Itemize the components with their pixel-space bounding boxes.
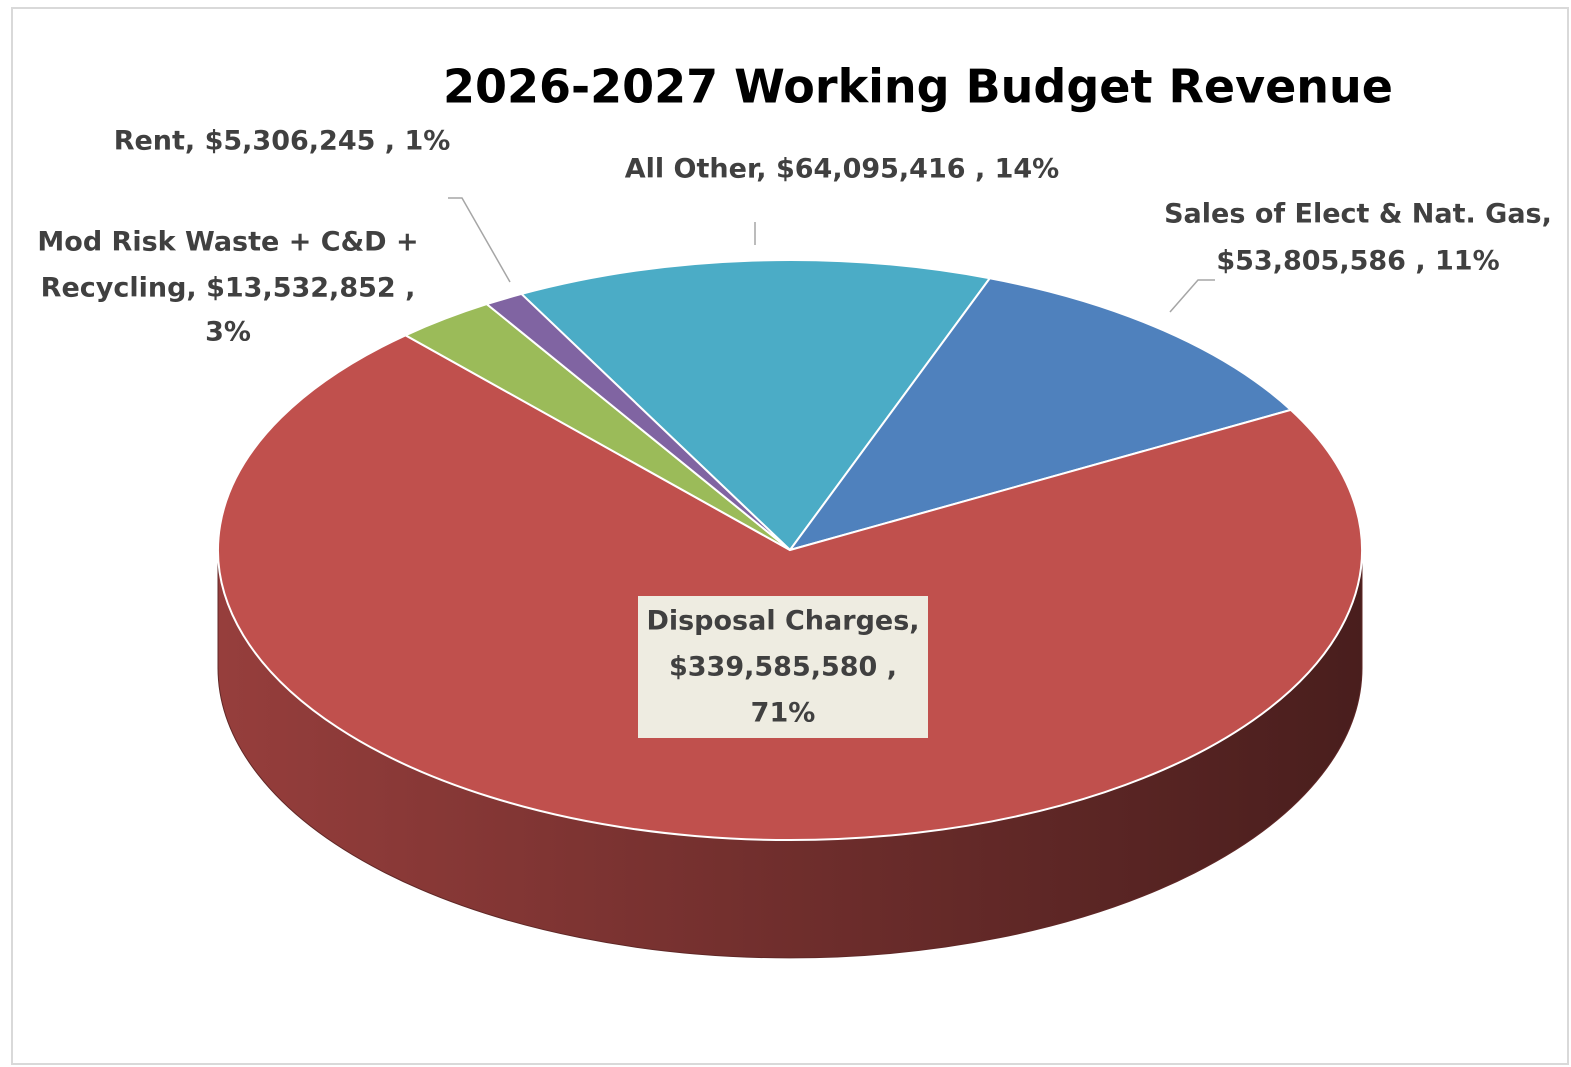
slice xyxy=(787,277,1293,552)
data-label: Mod Risk Waste + C&D + xyxy=(37,227,418,258)
slice xyxy=(216,334,1363,841)
data-label: Disposal Charges, xyxy=(646,606,919,637)
slice xyxy=(484,292,791,551)
data-label: Rent, $5,306,245 , 1% xyxy=(114,126,451,157)
data-label: All Other, $64,095,416 , 14% xyxy=(625,154,1059,185)
data-label: $339,585,580 , xyxy=(669,652,897,683)
leader-line xyxy=(1169,279,1215,313)
chart-title: 2026-2027 Working Budget Revenue xyxy=(443,60,1393,114)
slice xyxy=(519,259,992,552)
data-label: Recycling, $13,532,852 , xyxy=(41,273,416,304)
leader-line xyxy=(448,197,511,283)
label-box xyxy=(638,596,928,738)
data-label: $53,805,586 , 11% xyxy=(1216,246,1499,277)
data-label: 3% xyxy=(205,317,251,348)
data-label: Sales of Elect & Nat. Gas, xyxy=(1164,199,1552,230)
data-label: 71% xyxy=(751,698,816,729)
